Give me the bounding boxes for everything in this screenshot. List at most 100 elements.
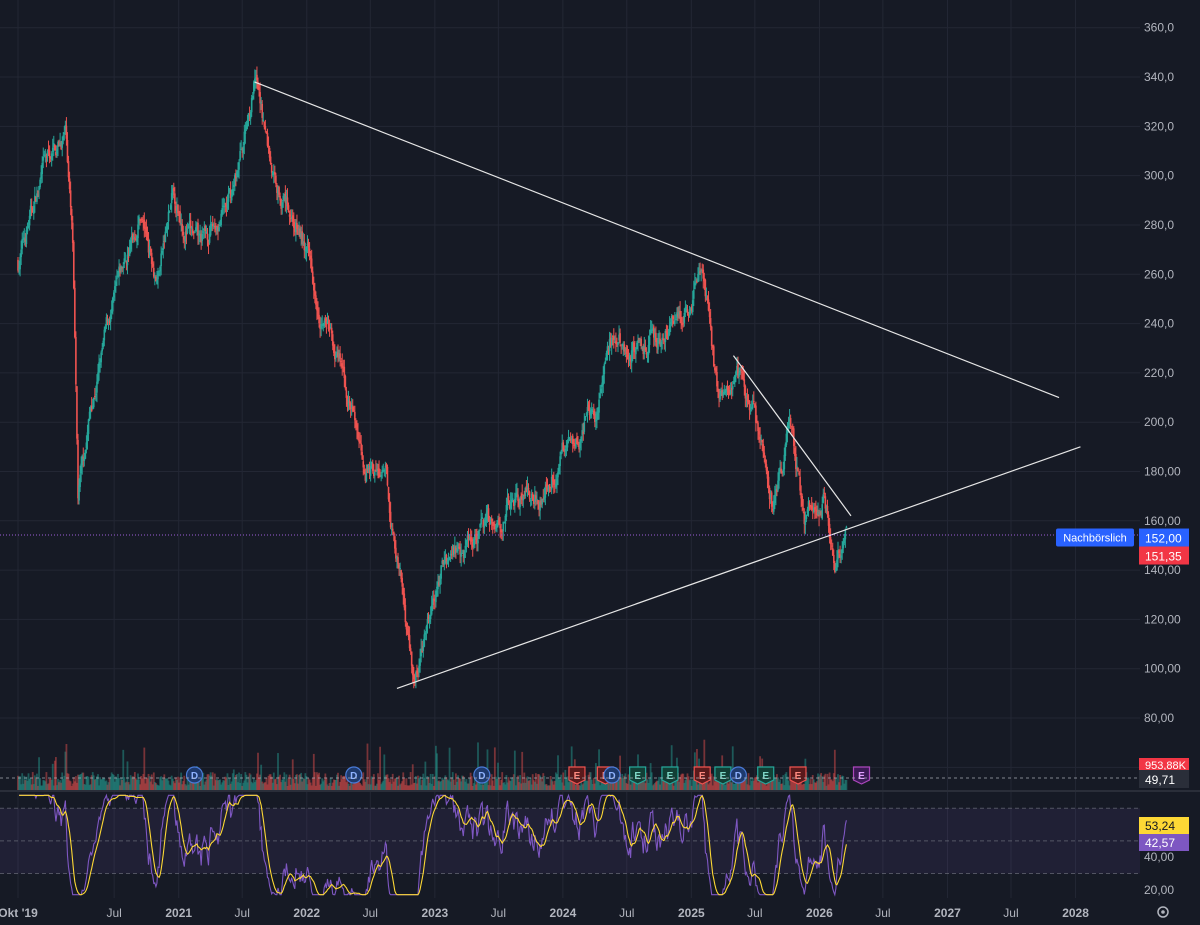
event-marker-earnings-miss[interactable]: E (568, 766, 586, 785)
candle (104, 326, 107, 332)
time-axis[interactable]: Okt '19 Jul 2021 Jul 2022 Jul 2023 Jul 2024 Jul 20… (0, 906, 1089, 920)
earnings-icon[interactable] (629, 766, 647, 785)
candle (332, 344, 335, 353)
candle (17, 259, 19, 271)
volume-bar (260, 764, 263, 790)
volume-bar (94, 779, 97, 790)
candle (550, 476, 553, 490)
trendlines[interactable] (254, 81, 1081, 690)
candle (788, 418, 791, 424)
event-marker-dividend[interactable]: D (185, 766, 204, 784)
trendline[interactable] (732, 355, 852, 517)
earnings-icon[interactable] (693, 766, 711, 785)
event-marker-dividend[interactable]: D (473, 766, 491, 784)
dividend-icon[interactable] (603, 766, 621, 784)
candle (539, 501, 541, 511)
trendline[interactable] (396, 446, 1081, 690)
candle (125, 261, 128, 263)
time-tick-label: 2028 (1062, 906, 1089, 920)
event-marker-earnings-beat[interactable]: E (714, 766, 732, 785)
dividend-icon[interactable] (345, 766, 363, 784)
volume-bar (397, 785, 399, 790)
candle (647, 345, 650, 355)
event-marker-earnings-beat[interactable]: E (757, 766, 775, 785)
after-hours-price: 152,00 (1145, 532, 1182, 546)
candle (140, 219, 142, 221)
earnings-icon[interactable] (568, 766, 586, 785)
volume-bar (525, 777, 528, 790)
candle (349, 402, 352, 410)
candle (832, 554, 835, 563)
volume-bar (236, 773, 238, 790)
volume-bar (229, 783, 232, 790)
earnings-icon[interactable] (789, 766, 807, 785)
volume-bar (158, 785, 160, 790)
candle (70, 209, 73, 221)
event-marker-dividend[interactable]: D (603, 766, 621, 784)
volume-bar (420, 785, 423, 790)
price-tick-label: 320,0 (1144, 119, 1174, 133)
volume-bar (431, 773, 434, 790)
candle (594, 413, 596, 422)
volume-bar (62, 779, 65, 790)
volume-bar (718, 776, 720, 790)
candle (95, 394, 97, 396)
candle (455, 547, 457, 552)
event-marker-earnings-miss[interactable]: E (693, 766, 711, 785)
volume-bar (182, 781, 185, 790)
event-marker-earnings-miss[interactable]: E (789, 766, 807, 785)
dividend-icon[interactable] (185, 766, 204, 784)
volume-bar (193, 782, 196, 790)
event-marker-dividend[interactable]: D (345, 766, 363, 784)
volume-bar (825, 785, 828, 790)
candle (408, 635, 411, 649)
volume-bar (154, 782, 157, 790)
candle (462, 555, 465, 557)
volume-bar (136, 779, 138, 790)
candle (414, 679, 416, 684)
candle (38, 186, 40, 191)
volume-bar (231, 773, 234, 790)
candle (752, 400, 755, 403)
event-markers[interactable]: DDDEEDEEEEDEEE (185, 766, 871, 785)
event-marker-earnings-beat[interactable]: E (629, 766, 647, 785)
price-axis[interactable]: 360,0340,0320,0300,0280,0260,0240,0220,0… (1144, 21, 1181, 775)
volume-bar (469, 772, 472, 790)
dividend-icon[interactable] (473, 766, 491, 784)
candle (326, 321, 329, 324)
candle (472, 538, 475, 546)
gear-icon[interactable] (1157, 906, 1169, 918)
rsi-value-box (1139, 834, 1189, 851)
candle (114, 286, 116, 292)
dividend-icon[interactable] (729, 766, 747, 784)
candle (264, 126, 267, 130)
candle (602, 374, 605, 385)
candle (701, 269, 704, 271)
volume-bar (226, 773, 229, 790)
event-marker-dividend[interactable]: D (729, 766, 747, 784)
candle (812, 507, 815, 512)
candle (246, 120, 249, 128)
candle (182, 231, 185, 235)
volume-bar (777, 777, 779, 790)
volume-bar (148, 776, 151, 790)
candle (642, 347, 645, 355)
last-price: 151,35 (1145, 550, 1182, 564)
volume-bar (529, 777, 532, 790)
trendline[interactable] (254, 81, 1060, 399)
candle (209, 223, 212, 236)
candlestick-series (17, 66, 848, 689)
candle (784, 444, 787, 456)
volume-bar (783, 785, 786, 790)
volume-bar (350, 781, 353, 790)
volume-bar (663, 779, 666, 790)
candle (498, 518, 500, 525)
volume-bar (756, 775, 758, 790)
event-marker-earnings-upcoming[interactable]: E (852, 766, 871, 785)
event-marker-earnings-beat[interactable]: E (661, 766, 679, 785)
volume-bar (319, 784, 322, 790)
volume-bar (749, 777, 752, 790)
candle (430, 605, 433, 615)
candle (534, 494, 536, 502)
